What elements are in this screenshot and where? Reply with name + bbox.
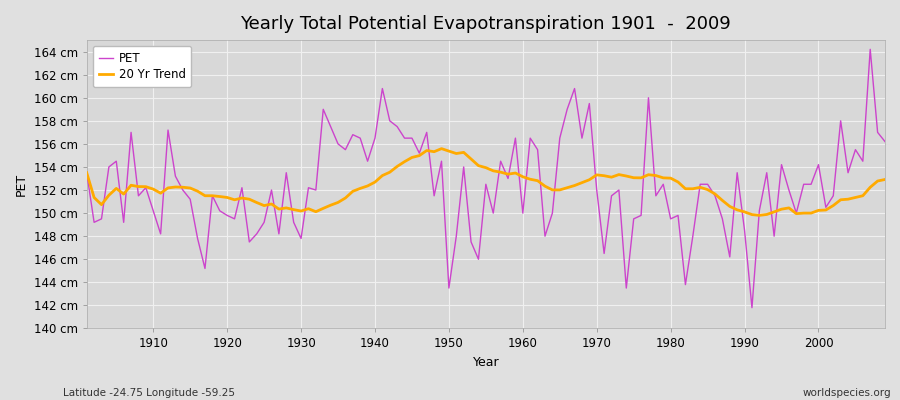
20 Yr Trend [525,177,535,182]
PET [140,185,151,190]
PET [510,136,521,140]
Legend: PET, 20 Yr Trend: PET, 20 Yr Trend [93,46,192,87]
PET [865,47,876,52]
Line: 20 Yr Trend: 20 Yr Trend [86,149,885,215]
20 Yr Trend [140,184,151,189]
PET [518,211,528,216]
20 Yr Trend [81,170,92,175]
Title: Yearly Total Potential Evapotranspiration 1901  -  2009: Yearly Total Potential Evapotranspiratio… [240,15,731,33]
PET [747,305,758,310]
PET [81,170,92,175]
PET [606,193,616,198]
Line: PET: PET [86,49,885,308]
Text: worldspecies.org: worldspecies.org [803,388,891,398]
Y-axis label: PET: PET [15,173,28,196]
20 Yr Trend [518,174,528,179]
20 Yr Trend [879,177,890,182]
PET [347,132,358,137]
X-axis label: Year: Year [472,356,500,369]
20 Yr Trend [347,189,358,194]
PET [303,185,314,190]
20 Yr Trend [303,206,314,211]
20 Yr Trend [614,172,625,177]
20 Yr Trend [754,213,765,218]
20 Yr Trend [436,146,447,151]
Text: Latitude -24.75 Longitude -59.25: Latitude -24.75 Longitude -59.25 [63,388,235,398]
PET [879,139,890,144]
